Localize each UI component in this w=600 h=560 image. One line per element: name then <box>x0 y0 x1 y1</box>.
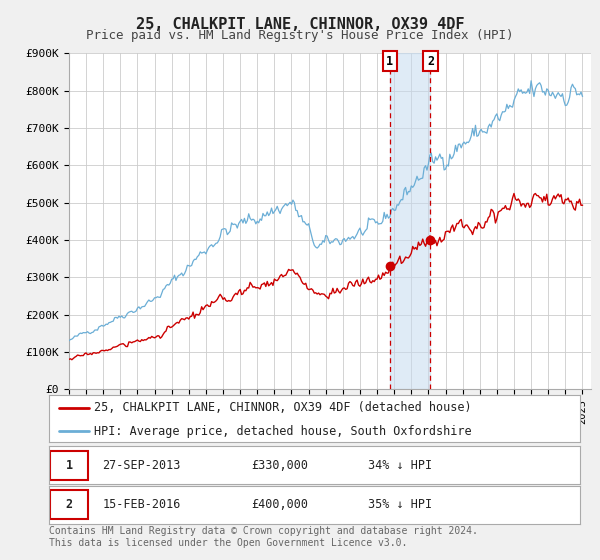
Text: £400,000: £400,000 <box>251 498 308 511</box>
Text: 35% ↓ HPI: 35% ↓ HPI <box>368 498 432 511</box>
Bar <box>390 53 430 389</box>
Text: HPI: Average price, detached house, South Oxfordshire: HPI: Average price, detached house, Sout… <box>94 425 472 438</box>
Text: 2: 2 <box>427 55 434 68</box>
FancyBboxPatch shape <box>50 489 88 520</box>
Text: 1: 1 <box>386 55 393 68</box>
Text: 27-SEP-2013: 27-SEP-2013 <box>102 459 181 472</box>
Text: 15-FEB-2016: 15-FEB-2016 <box>102 498 181 511</box>
Text: £330,000: £330,000 <box>251 459 308 472</box>
FancyBboxPatch shape <box>50 450 88 480</box>
Text: Price paid vs. HM Land Registry's House Price Index (HPI): Price paid vs. HM Land Registry's House … <box>86 29 514 42</box>
Text: 1: 1 <box>66 459 73 472</box>
Text: 2: 2 <box>66 498 73 511</box>
Text: 25, CHALKPIT LANE, CHINNOR, OX39 4DF (detached house): 25, CHALKPIT LANE, CHINNOR, OX39 4DF (de… <box>94 401 472 414</box>
Text: Contains HM Land Registry data © Crown copyright and database right 2024.
This d: Contains HM Land Registry data © Crown c… <box>49 526 478 548</box>
Text: 25, CHALKPIT LANE, CHINNOR, OX39 4DF: 25, CHALKPIT LANE, CHINNOR, OX39 4DF <box>136 17 464 32</box>
Text: 34% ↓ HPI: 34% ↓ HPI <box>368 459 432 472</box>
